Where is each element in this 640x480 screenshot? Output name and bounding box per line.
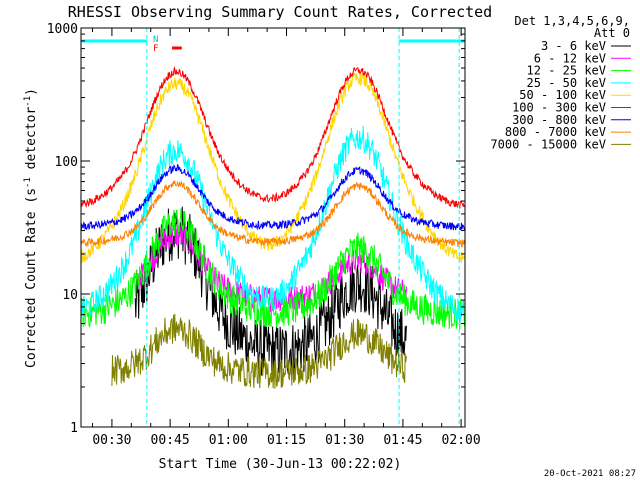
x-tick-label-4: 01:15 bbox=[267, 433, 306, 448]
legend-label-6: 100 - 300 keV bbox=[512, 101, 606, 115]
series-line-7 bbox=[80, 163, 465, 231]
y-axis-label-sup2: -1 bbox=[23, 96, 33, 107]
plot-frame bbox=[80, 27, 466, 428]
legend-label-9: 7000 - 15000 keV bbox=[490, 137, 606, 151]
x-tick-label-1: 00:30 bbox=[92, 433, 131, 448]
x-tick-label-3: 01:00 bbox=[209, 433, 248, 448]
y-tick-label-2: 10 bbox=[62, 288, 78, 303]
x-tick-label-5: 01:30 bbox=[325, 433, 364, 448]
legend-label-5: 50 - 100 keV bbox=[519, 88, 606, 102]
x-axis-label: Start Time (30-Jun-13 00:22:02) bbox=[159, 457, 402, 472]
legend-label-1: 3 - 6 keV bbox=[541, 39, 606, 53]
x-tick-label-2: 00:45 bbox=[151, 433, 190, 448]
x-tick-label-7: 02:00 bbox=[442, 433, 481, 448]
legend-header-detectors: Det 1,3,4,5,6,9, bbox=[514, 14, 630, 28]
x-tick-label-6: 01:45 bbox=[383, 433, 422, 448]
legend-label-4: 25 - 50 keV bbox=[527, 76, 606, 90]
legend-label-8: 800 - 7000 keV bbox=[505, 125, 606, 139]
y-tick-label-4: 1000 bbox=[47, 22, 78, 37]
legend-label-3: 12 - 25 keV bbox=[527, 64, 606, 78]
y-axis-label-mid: detector bbox=[24, 107, 39, 178]
series-line-9 bbox=[111, 313, 407, 389]
annotation-night-label: N bbox=[153, 35, 158, 45]
chart-title: RHESSI Observing Summary Count Rates, Co… bbox=[68, 3, 492, 21]
y-tick-label-3: 100 bbox=[55, 155, 78, 170]
series-line-3 bbox=[80, 208, 465, 330]
series-line-2 bbox=[134, 224, 407, 313]
annotation-flare-label: F bbox=[153, 44, 158, 54]
timestamp: 20-Oct-2021 08:27 bbox=[544, 469, 636, 479]
y-axis-label-sup1: -1 bbox=[23, 177, 33, 188]
y-tick-label-1: 1 bbox=[70, 421, 78, 436]
axes-layer: 00:30 00:45 01:00 01:15 01:30 01:45 02:00 1 10 10… bbox=[47, 22, 481, 448]
legend-label-2: 6 - 12 keV bbox=[534, 51, 606, 65]
y-axis-label: Corrected Count Rate (s-1 detector-1) bbox=[23, 88, 39, 368]
y-axis-label-main: Corrected Count Rate (s bbox=[24, 188, 39, 368]
y-axis-label-end: ) bbox=[24, 88, 39, 96]
legend-header-attenuator: Att 0 bbox=[594, 26, 630, 40]
series-layer bbox=[80, 66, 465, 389]
series-line-5 bbox=[80, 72, 465, 264]
series-line-8 bbox=[80, 180, 465, 248]
legend-label-7: 300 - 800 keV bbox=[512, 113, 606, 127]
series-line-6 bbox=[80, 66, 465, 209]
